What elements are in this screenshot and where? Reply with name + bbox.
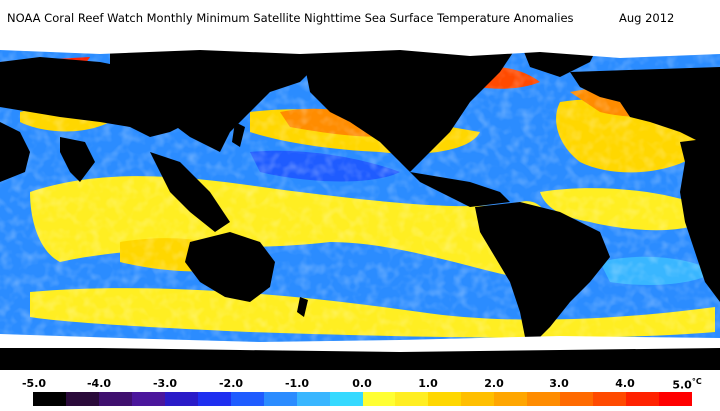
legend-labels: -5.0 -4.0 -3.0 -2.0 -1.0 0.0 1.0 2.0 3.0…: [0, 377, 720, 392]
color-swatch: [560, 392, 594, 406]
color-swatch: [65, 392, 99, 406]
color-swatch: [659, 392, 693, 406]
australia: [185, 232, 275, 302]
legend-label: -5.0: [21, 377, 47, 390]
legend-label: 1.0: [418, 377, 438, 390]
color-swatch: [395, 392, 429, 406]
title-text: NOAA Coral Reef Watch Monthly Minimum Sa…: [7, 11, 574, 25]
sea-ice: [0, 42, 720, 352]
color-swatch: [494, 392, 528, 406]
color-swatch: [593, 392, 627, 406]
sst-anomaly-map: [0, 42, 720, 370]
legend-label: -1.0: [284, 377, 310, 390]
map-title: NOAA Coral Reef Watch Monthly Minimum Sa…: [0, 11, 720, 29]
asia-west: [0, 57, 210, 137]
color-swatch: [33, 392, 66, 406]
southeast-asia: [150, 152, 230, 232]
legend-label-last: 5.0°C: [672, 377, 701, 392]
japan: [232, 122, 245, 147]
new-zealand: [297, 297, 308, 317]
legend-unit: °C: [691, 377, 702, 386]
legend-label: 2.0: [484, 377, 504, 390]
color-swatch: [164, 392, 198, 406]
legend-label: 0.0: [352, 377, 372, 390]
north-america-east: [300, 42, 520, 207]
color-swatch: [263, 392, 297, 406]
color-scale-bar: [33, 392, 693, 406]
color-swatch: [197, 392, 231, 406]
color-swatch: [626, 392, 660, 406]
legend-max-value: 5.0: [672, 378, 692, 392]
color-swatch: [131, 392, 165, 406]
title-date: Aug 2012: [619, 11, 675, 25]
color-swatch: [428, 392, 462, 406]
legend-label: -2.0: [218, 377, 244, 390]
legend-label: 4.0: [615, 377, 635, 390]
color-swatch: [329, 392, 363, 406]
color-swatch: [230, 392, 264, 406]
north-america: [110, 42, 330, 152]
india: [60, 137, 95, 182]
europe-asia: [570, 67, 720, 152]
south-america: [475, 202, 610, 342]
africa: [680, 137, 720, 302]
color-swatch: [362, 392, 396, 406]
legend-label: -3.0: [152, 377, 178, 390]
color-swatch: [527, 392, 561, 406]
color-swatch: [461, 392, 495, 406]
legend-label: 3.0: [549, 377, 569, 390]
legend-label: -4.0: [86, 377, 112, 390]
color-swatch: [296, 392, 330, 406]
color-swatch: [98, 392, 132, 406]
africa-west: [0, 122, 30, 182]
